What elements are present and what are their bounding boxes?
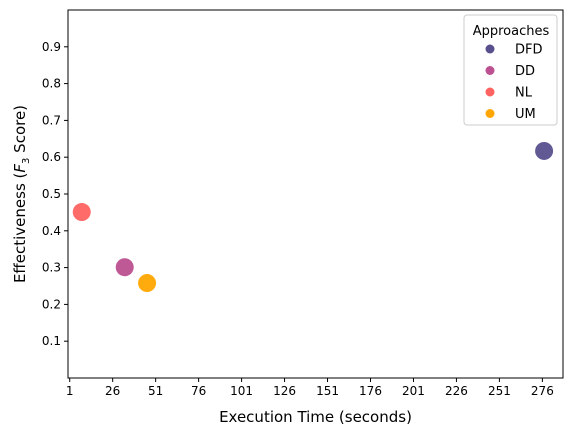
- y-tick-label: 0.2: [42, 297, 61, 311]
- y-axis-ticks: 0.1 0.2 0.3 0.4 0.5 0.6 0.7 0.8 0.9: [42, 40, 68, 348]
- data-points: [72, 141, 554, 293]
- y-tick-label: 0.8: [42, 77, 61, 91]
- x-tick-label: 101: [230, 384, 253, 398]
- legend-label-um: UM: [515, 107, 536, 122]
- x-tick-label: 126: [273, 384, 296, 398]
- y-tick-label: 0.1: [42, 334, 61, 348]
- legend-marker-dd: [485, 66, 495, 75]
- data-point-um: [138, 274, 157, 293]
- legend-box: [463, 14, 558, 126]
- y-tick-label: 0.9: [42, 40, 61, 54]
- legend-label-dfd: DFD: [515, 43, 543, 58]
- y-tick-label: 0.5: [42, 187, 61, 201]
- legend-label-nl: NL: [515, 86, 533, 101]
- x-axis-label: Execution Time (seconds): [219, 408, 412, 426]
- legend-marker-um: [485, 109, 495, 118]
- legend-title: Approaches: [473, 24, 550, 39]
- x-tick-label: 226: [445, 384, 468, 398]
- y-tick-label: 0.3: [42, 261, 61, 275]
- y-tick-label: 0.4: [42, 224, 61, 238]
- legend-label-dd: DD: [515, 64, 535, 79]
- y-tick-label: 0.6: [42, 150, 61, 164]
- x-tick-label: 201: [402, 384, 425, 398]
- data-point-dd: [115, 258, 134, 277]
- data-point-nl: [72, 203, 91, 222]
- x-tick-label: 176: [359, 384, 382, 398]
- y-tick-label: 0.7: [42, 113, 61, 127]
- x-tick-label: 76: [191, 384, 206, 398]
- legend-items: DFD DD NL UM: [485, 43, 543, 122]
- x-tick-label: 251: [488, 384, 511, 398]
- x-axis-ticks: 1 26 51 76 101 126 151 176 201 226 251 276: [66, 378, 554, 398]
- x-tick-label: 1: [66, 384, 74, 398]
- y-axis-label: Effectiveness (F3 Score): [11, 105, 32, 283]
- legend-marker-dfd: [485, 44, 495, 54]
- legend-marker-nl: [485, 87, 495, 97]
- x-tick-label: 26: [105, 384, 120, 398]
- legend: Approaches DFD DD NL UM: [463, 14, 558, 126]
- x-tick-label: 151: [316, 384, 339, 398]
- data-point-dfd: [535, 141, 554, 160]
- x-tick-label: 51: [148, 384, 163, 398]
- x-tick-label: 276: [531, 384, 554, 398]
